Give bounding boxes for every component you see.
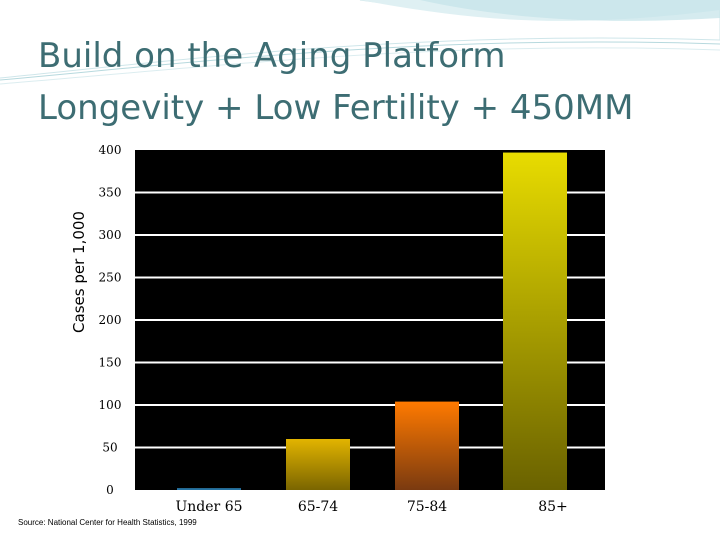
slide-title-line-1: Build on the Aging Platform bbox=[38, 36, 506, 76]
y-tick-label: 300 bbox=[99, 228, 122, 242]
y-tick-label: 150 bbox=[99, 356, 122, 370]
bar-65-74 bbox=[286, 439, 350, 490]
y-tick-label: 350 bbox=[99, 186, 122, 200]
bar-75-84 bbox=[395, 401, 459, 490]
x-tick-label: 85+ bbox=[538, 499, 568, 515]
bar-under-65 bbox=[177, 488, 241, 490]
y-tick-label: 400 bbox=[99, 143, 122, 157]
slide-title: Build on the Aging Platform Longevity + … bbox=[38, 30, 698, 134]
header-swoosh-decoration bbox=[0, 0, 720, 85]
y-tick-label: 250 bbox=[99, 271, 122, 285]
x-tick-label: Under 65 bbox=[175, 499, 242, 515]
y-tick-label: 100 bbox=[99, 398, 122, 412]
y-tick-label: 200 bbox=[99, 313, 122, 327]
slide-title-line-2: Longevity + Low Fertility + 450MM bbox=[38, 88, 634, 128]
x-tick-label: 65-74 bbox=[298, 499, 338, 515]
bar-85- bbox=[503, 152, 567, 491]
y-tick-label: 0 bbox=[106, 483, 114, 497]
y-axis-label: Cases per 1,000 bbox=[70, 211, 88, 333]
x-tick-label: 75-84 bbox=[407, 499, 447, 515]
y-tick-label: 50 bbox=[102, 441, 117, 455]
source-note: Source: National Center for Health Stati… bbox=[18, 518, 197, 527]
